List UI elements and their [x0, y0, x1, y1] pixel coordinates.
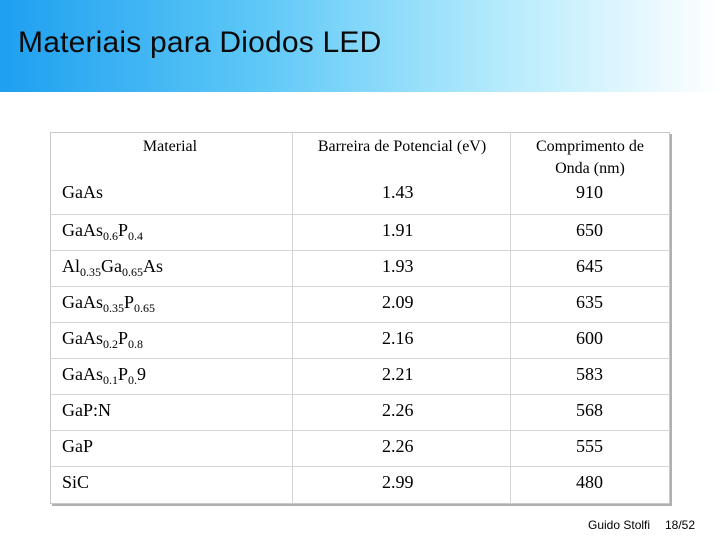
wavelength-cell: 910	[576, 182, 603, 202]
row-divider	[50, 214, 670, 215]
wavelength-cell: 645	[576, 256, 603, 276]
row-divider	[50, 250, 670, 251]
material-cell: SiC	[62, 472, 89, 493]
material-cell: GaP:N	[62, 400, 111, 421]
wavelength-cell: 600	[576, 328, 603, 348]
wavelength-cell: 480	[576, 472, 603, 492]
formula-text: GaAs	[62, 292, 103, 312]
formula-text: P	[118, 364, 129, 384]
wavelength-cell: 583	[576, 364, 603, 384]
formula-text: GaAs	[62, 364, 103, 384]
formula-subscript: 0.65	[122, 265, 143, 279]
column-divider	[510, 132, 511, 504]
formula-subscript: 0.1	[103, 373, 118, 387]
formula-subscript: 0.35	[103, 301, 124, 315]
table-border	[50, 132, 670, 504]
material-cell: Al0.35Ga0.65As	[62, 256, 164, 279]
formula-subscript: 0.2	[103, 337, 118, 351]
formula-subscript: 0.6	[103, 229, 118, 243]
barrier-cell: 2.16	[382, 328, 414, 348]
header-barrier: Barreira de Potencial (eV)	[317, 138, 487, 155]
row-divider	[50, 286, 670, 287]
column-divider	[292, 132, 293, 504]
formula-text: GaP	[62, 436, 93, 456]
formula-text: Al	[62, 256, 80, 276]
barrier-cell: 1.43	[382, 182, 414, 202]
barrier-cell: 1.91	[382, 220, 414, 240]
formula-subscript: 0.4	[128, 229, 144, 243]
wavelength-cell: 635	[576, 292, 603, 312]
wavelength-cell: 650	[576, 220, 603, 240]
title-bar	[0, 0, 720, 92]
formula-subscript: 0.65	[134, 301, 156, 315]
material-cell: GaAs0.6P0.4	[62, 220, 144, 243]
materials-table: Material Barreira de Potencial (eV) Comp…	[50, 132, 670, 504]
footer-page-number: 18/52	[665, 518, 696, 532]
header-wavelength: Comprimento de Onda (nm)	[536, 138, 644, 177]
formula-subscript: 0.35	[80, 265, 101, 279]
formula-subscript: 0.8	[128, 337, 144, 351]
slide-title: Materiais para Diodos LED	[18, 26, 382, 59]
barrier-cell: 2.26	[382, 400, 414, 420]
material-cell: GaAs0.2P0.8	[62, 328, 144, 351]
formula-text: SiC	[62, 472, 90, 492]
wavelength-cell: 568	[576, 400, 603, 420]
formula-text: GaAs	[62, 182, 103, 202]
formula-text: P	[118, 220, 129, 240]
formula-text: P	[124, 292, 135, 312]
formula-text: As	[143, 256, 164, 276]
barrier-cell: 1.93	[382, 256, 414, 276]
formula-text: GaP:N	[62, 400, 111, 420]
wavelength-cell: 555	[576, 436, 603, 456]
footer-author: Guido Stolfi	[588, 518, 651, 532]
header-material: Material	[142, 138, 198, 155]
barrier-cell: 2.26	[382, 436, 414, 456]
row-divider	[50, 466, 670, 467]
barrier-cell: 2.21	[382, 364, 414, 384]
formula-text: 9	[137, 364, 147, 384]
material-cell: GaAs	[62, 182, 103, 203]
row-divider	[50, 430, 670, 431]
row-divider	[50, 322, 670, 323]
formula-subscript: 0.	[128, 373, 138, 387]
material-cell: GaAs0.35P0.65	[62, 292, 156, 315]
material-cell: GaAs0.1P0.9	[62, 364, 147, 387]
barrier-cell: 2.09	[382, 292, 414, 312]
row-divider	[50, 394, 670, 395]
material-cell: GaP	[62, 436, 93, 457]
row-divider	[50, 358, 670, 359]
formula-text: Ga	[101, 256, 122, 276]
formula-text: P	[118, 328, 129, 348]
formula-text: GaAs	[62, 220, 103, 240]
formula-text: GaAs	[62, 328, 103, 348]
barrier-cell: 2.99	[382, 472, 414, 492]
